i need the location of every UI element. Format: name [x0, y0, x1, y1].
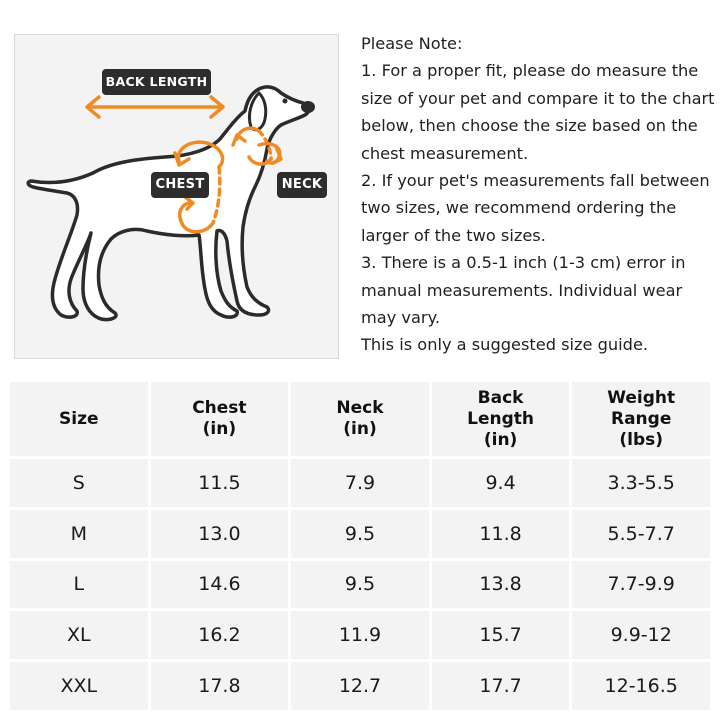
cell-size: XXL — [10, 662, 148, 710]
neck-label: NECK — [277, 172, 327, 198]
cell-neck: 9.5 — [291, 509, 429, 558]
header-size: Size — [10, 382, 148, 456]
cell-size: S — [10, 459, 148, 507]
chest-label: CHEST — [151, 172, 209, 198]
cell-chest: 14.6 — [150, 560, 289, 609]
note-line: below, then choose the size based on the — [361, 116, 698, 136]
cell-neck: 12.7 — [291, 662, 429, 710]
cell-size: M — [10, 509, 148, 558]
table-row: M 13.0 9.5 11.8 5.5-7.7 — [10, 509, 710, 558]
cell-chest: 13.0 — [150, 509, 289, 558]
table-header-row: Size Chest (in) Neck (in) Back Length (in) W… — [10, 382, 710, 456]
header-neck: Neck (in) — [291, 382, 429, 456]
cell-weight-range: 12-16.5 — [572, 662, 710, 710]
back-length-arrow — [85, 95, 225, 119]
table-row: XXL 17.8 12.7 17.7 12-16.5 — [10, 662, 710, 710]
back-length-label: BACK LENGTH — [102, 69, 211, 95]
cell-weight-range: 7.7-9.9 — [572, 560, 710, 609]
cell-back-length: 11.8 — [431, 509, 570, 558]
cell-chest: 16.2 — [150, 611, 289, 660]
note-line: manual measurements. Individual wear — [361, 280, 683, 300]
cell-weight-range: 5.5-7.7 — [572, 509, 710, 558]
dog-eye — [282, 98, 288, 104]
header-back-length: Back Length (in) — [431, 382, 570, 456]
cell-weight-range: 9.9-12 — [572, 611, 710, 660]
note-line: 2. If your pet's measurements fall betwe… — [361, 171, 710, 191]
note-line: size of your pet and compare it to the c… — [361, 88, 715, 108]
cell-back-length: 9.4 — [431, 459, 570, 507]
note-footer: This is only a suggested size guide. — [361, 335, 649, 355]
dog-measurement-diagram: BACK LENGTH CHEST NECK — [14, 34, 339, 359]
table-row: S 11.5 7.9 9.4 3.3-5.5 — [10, 459, 710, 507]
cell-back-length: 13.8 — [431, 560, 570, 609]
cell-chest: 17.8 — [150, 662, 289, 710]
cell-back-length: 15.7 — [431, 611, 570, 660]
cell-chest: 11.5 — [150, 459, 289, 507]
table-row: XL 16.2 11.9 15.7 9.9-12 — [10, 611, 710, 660]
header-chest: Chest (in) — [150, 382, 289, 456]
note-line: larger of the two sizes. — [361, 225, 546, 245]
note-line: may vary. — [361, 308, 440, 328]
note-line: two sizes, we recommend ordering the — [361, 198, 677, 218]
cell-weight-range: 3.3-5.5 — [572, 459, 710, 507]
dog-nose — [301, 101, 315, 113]
note-line: chest measurement. — [361, 143, 529, 163]
note-line: 1. For a proper fit, please do measure t… — [361, 61, 699, 81]
notes-heading: Please Note: — [361, 34, 463, 53]
cell-neck: 11.9 — [291, 611, 429, 660]
cell-size: L — [10, 560, 148, 609]
size-notes: Please Note: 1. For a proper fit, please… — [361, 30, 716, 359]
cell-neck: 9.5 — [291, 560, 429, 609]
note-line: 3. There is a 0.5-1 inch (1-3 cm) error … — [361, 253, 686, 273]
neck-loop-arrow — [231, 126, 283, 166]
cell-neck: 7.9 — [291, 459, 429, 507]
cell-back-length: 17.7 — [431, 662, 570, 710]
dog-outline-icon — [26, 85, 315, 322]
cell-size: XL — [10, 611, 148, 660]
table-row: L 14.6 9.5 13.8 7.7-9.9 — [10, 560, 710, 609]
chest-loop-arrow — [173, 140, 225, 234]
dog-body-outline — [26, 85, 311, 322]
header-weight-range: Weight Range (lbs) — [572, 382, 710, 456]
size-chart-table: Size Chest (in) Neck (in) Back Length (in) W… — [7, 379, 713, 713]
